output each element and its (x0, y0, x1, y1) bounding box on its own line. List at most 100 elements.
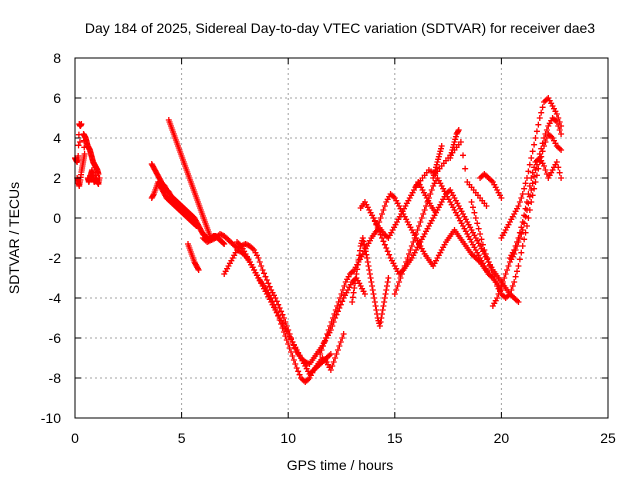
data-point (514, 239, 521, 245)
data-point (542, 139, 549, 145)
data-point (340, 331, 347, 337)
data-point (529, 148, 536, 155)
data-point (515, 263, 522, 269)
series-track-19 (506, 155, 565, 261)
data-point (363, 251, 370, 258)
data-point (381, 241, 388, 248)
data-point (516, 199, 523, 205)
data-point (469, 204, 476, 211)
data-point (318, 347, 325, 353)
data-point (525, 168, 532, 175)
data-point (417, 219, 424, 225)
data-point (403, 259, 410, 265)
data-point (431, 169, 438, 176)
data-point (377, 215, 384, 221)
data-point (531, 164, 538, 171)
data-point (280, 329, 287, 335)
data-point (528, 175, 535, 181)
data-point (455, 128, 462, 135)
data-point (384, 279, 391, 285)
data-point (475, 225, 482, 232)
data-point (539, 104, 546, 111)
data-point (220, 240, 227, 247)
data-point (353, 271, 360, 277)
data-point (531, 173, 538, 180)
data-point (356, 252, 363, 259)
data-point (558, 147, 565, 153)
data-point (350, 289, 357, 296)
y-tick-label: 2 (53, 170, 61, 186)
data-point (532, 179, 539, 185)
data-point (438, 143, 445, 149)
data-point (556, 119, 563, 125)
data-point (352, 275, 359, 282)
data-point (543, 127, 550, 133)
data-point (380, 238, 387, 245)
data-point (512, 243, 519, 249)
data-point (382, 291, 389, 297)
data-point (380, 207, 387, 213)
series-track-18 (498, 95, 565, 241)
data-point (515, 203, 522, 209)
data-point (295, 368, 302, 375)
data-point (377, 319, 384, 325)
data-point (285, 341, 292, 347)
data-point (379, 211, 386, 217)
series-track-5 (199, 231, 368, 367)
data-point (279, 311, 286, 318)
data-point (379, 311, 386, 317)
data-point (261, 270, 268, 277)
data-point (502, 271, 509, 277)
data-point (437, 145, 444, 152)
data-point (452, 136, 459, 143)
series-track-16 (468, 131, 565, 301)
data-point (396, 279, 403, 285)
chart-title: Day 184 of 2025, Sidereal Day-to-day VTE… (85, 20, 595, 36)
data-point (553, 159, 560, 165)
data-point (383, 287, 390, 293)
data-point (337, 295, 344, 301)
data-point (378, 315, 385, 321)
data-point (355, 257, 362, 263)
data-point (543, 171, 550, 177)
data-point (397, 275, 404, 281)
data-point (361, 291, 368, 297)
data-point (385, 275, 392, 281)
data-point (76, 139, 83, 145)
data-point (364, 259, 371, 265)
data-point (400, 267, 407, 273)
data-point (432, 167, 439, 173)
data-point (414, 227, 421, 233)
data-point (329, 363, 336, 369)
data-point (262, 273, 269, 280)
data-point (192, 222, 199, 229)
data-point (528, 187, 535, 193)
data-point (393, 287, 400, 293)
data-point (489, 271, 496, 277)
data-point (376, 228, 383, 235)
data-point (195, 267, 202, 273)
data-point (474, 220, 481, 227)
series-track-3 (165, 117, 215, 243)
data-point (406, 251, 413, 257)
data-point (495, 291, 502, 297)
data-point (435, 156, 442, 163)
data-point (512, 273, 519, 280)
data-point (258, 263, 265, 269)
data-point (349, 294, 356, 301)
data-point (349, 299, 356, 305)
data-point (332, 355, 339, 361)
data-point (330, 359, 337, 365)
data-point (322, 335, 329, 341)
data-point (434, 159, 441, 165)
data-point (369, 283, 376, 289)
data-point (256, 259, 263, 265)
data-point (447, 152, 454, 159)
data-point (521, 185, 528, 192)
data-point (525, 200, 532, 207)
data-point (491, 275, 498, 281)
data-point (335, 299, 342, 305)
data-point (296, 371, 303, 378)
data-point (499, 279, 506, 285)
data-point (327, 351, 334, 357)
